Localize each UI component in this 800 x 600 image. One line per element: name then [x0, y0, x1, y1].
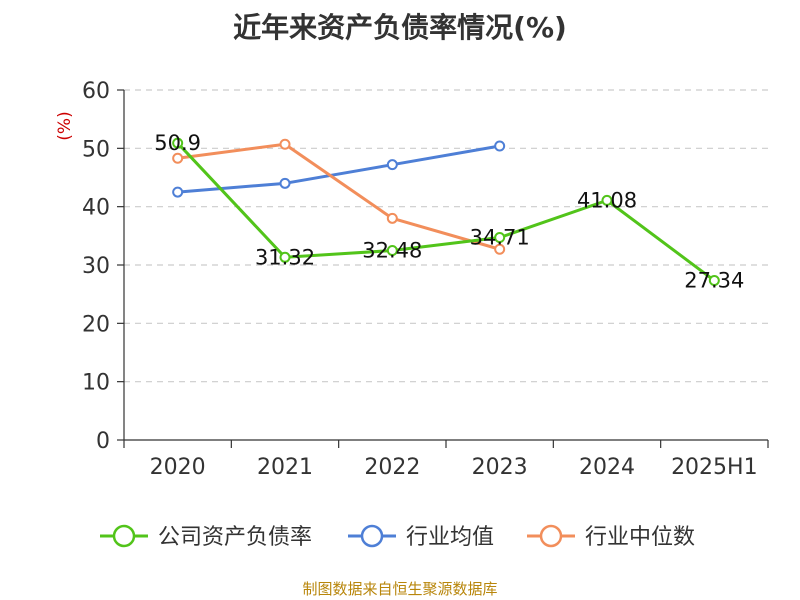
y-tick-label: 30 — [82, 254, 110, 279]
series-line — [176, 142, 716, 282]
data-point — [172, 152, 184, 164]
x-tick-label: 2022 — [364, 455, 420, 480]
x-tick-label: 2020 — [150, 455, 206, 480]
grid-lines — [124, 89, 768, 383]
data-point — [279, 138, 291, 150]
data-point — [386, 159, 398, 171]
data-point — [494, 243, 506, 255]
data-point — [494, 232, 506, 244]
y-tick-label: 0 — [96, 429, 110, 454]
data-point — [386, 212, 398, 224]
axes: 0 10 20 30 40 50 60 (%) 2020 2021 2022 2023 2024 2025… — [55, 79, 769, 480]
data-label: 31.32 — [255, 245, 315, 269]
legend-marker — [360, 524, 384, 548]
legend-marker — [112, 524, 136, 548]
data-point — [386, 245, 398, 257]
y-tick-label: 40 — [82, 196, 110, 221]
x-tick-label: 2021 — [257, 455, 313, 480]
data-label: 50.9 — [154, 131, 201, 155]
data-label: 27.34 — [684, 269, 744, 293]
y-tick-label: 10 — [82, 371, 110, 396]
data-point — [279, 177, 291, 189]
y-tick-label: 20 — [82, 312, 110, 337]
data-point — [172, 186, 184, 198]
series-line — [177, 142, 501, 251]
data-label: 41.08 — [577, 188, 637, 212]
series-lines — [172, 137, 720, 287]
data-point — [172, 137, 184, 149]
data-point — [494, 140, 506, 152]
y-axis-label: (%) — [55, 111, 75, 140]
legend-marker — [539, 524, 563, 548]
data-labels: 50.9 31.32 32.48 34.71 41.08 27.34 — [154, 131, 744, 292]
x-tick-label: 2024 — [579, 455, 635, 480]
legend: 公司资产负债率 行业均值 行业中位数 — [100, 524, 695, 550]
data-point — [279, 251, 291, 263]
y-tick-label: 60 — [82, 79, 110, 104]
legend-label: 公司资产负债率 — [158, 525, 312, 550]
series-line — [177, 144, 500, 194]
legend-label: 行业中位数 — [585, 525, 695, 550]
x-tick-label: 2023 — [472, 455, 528, 480]
source-note: 制图数据来自恒生聚源数据库 — [302, 580, 498, 598]
x-tick-label: 2025H1 — [671, 455, 758, 480]
y-tick-label: 50 — [82, 137, 110, 162]
data-label: 32.48 — [362, 239, 422, 263]
data-label: 34.71 — [470, 226, 530, 250]
data-point — [601, 194, 613, 206]
chart-title: 近年来资产负债率情况(%) — [233, 11, 567, 44]
legend-label: 行业均值 — [406, 525, 494, 550]
data-point — [708, 275, 720, 287]
